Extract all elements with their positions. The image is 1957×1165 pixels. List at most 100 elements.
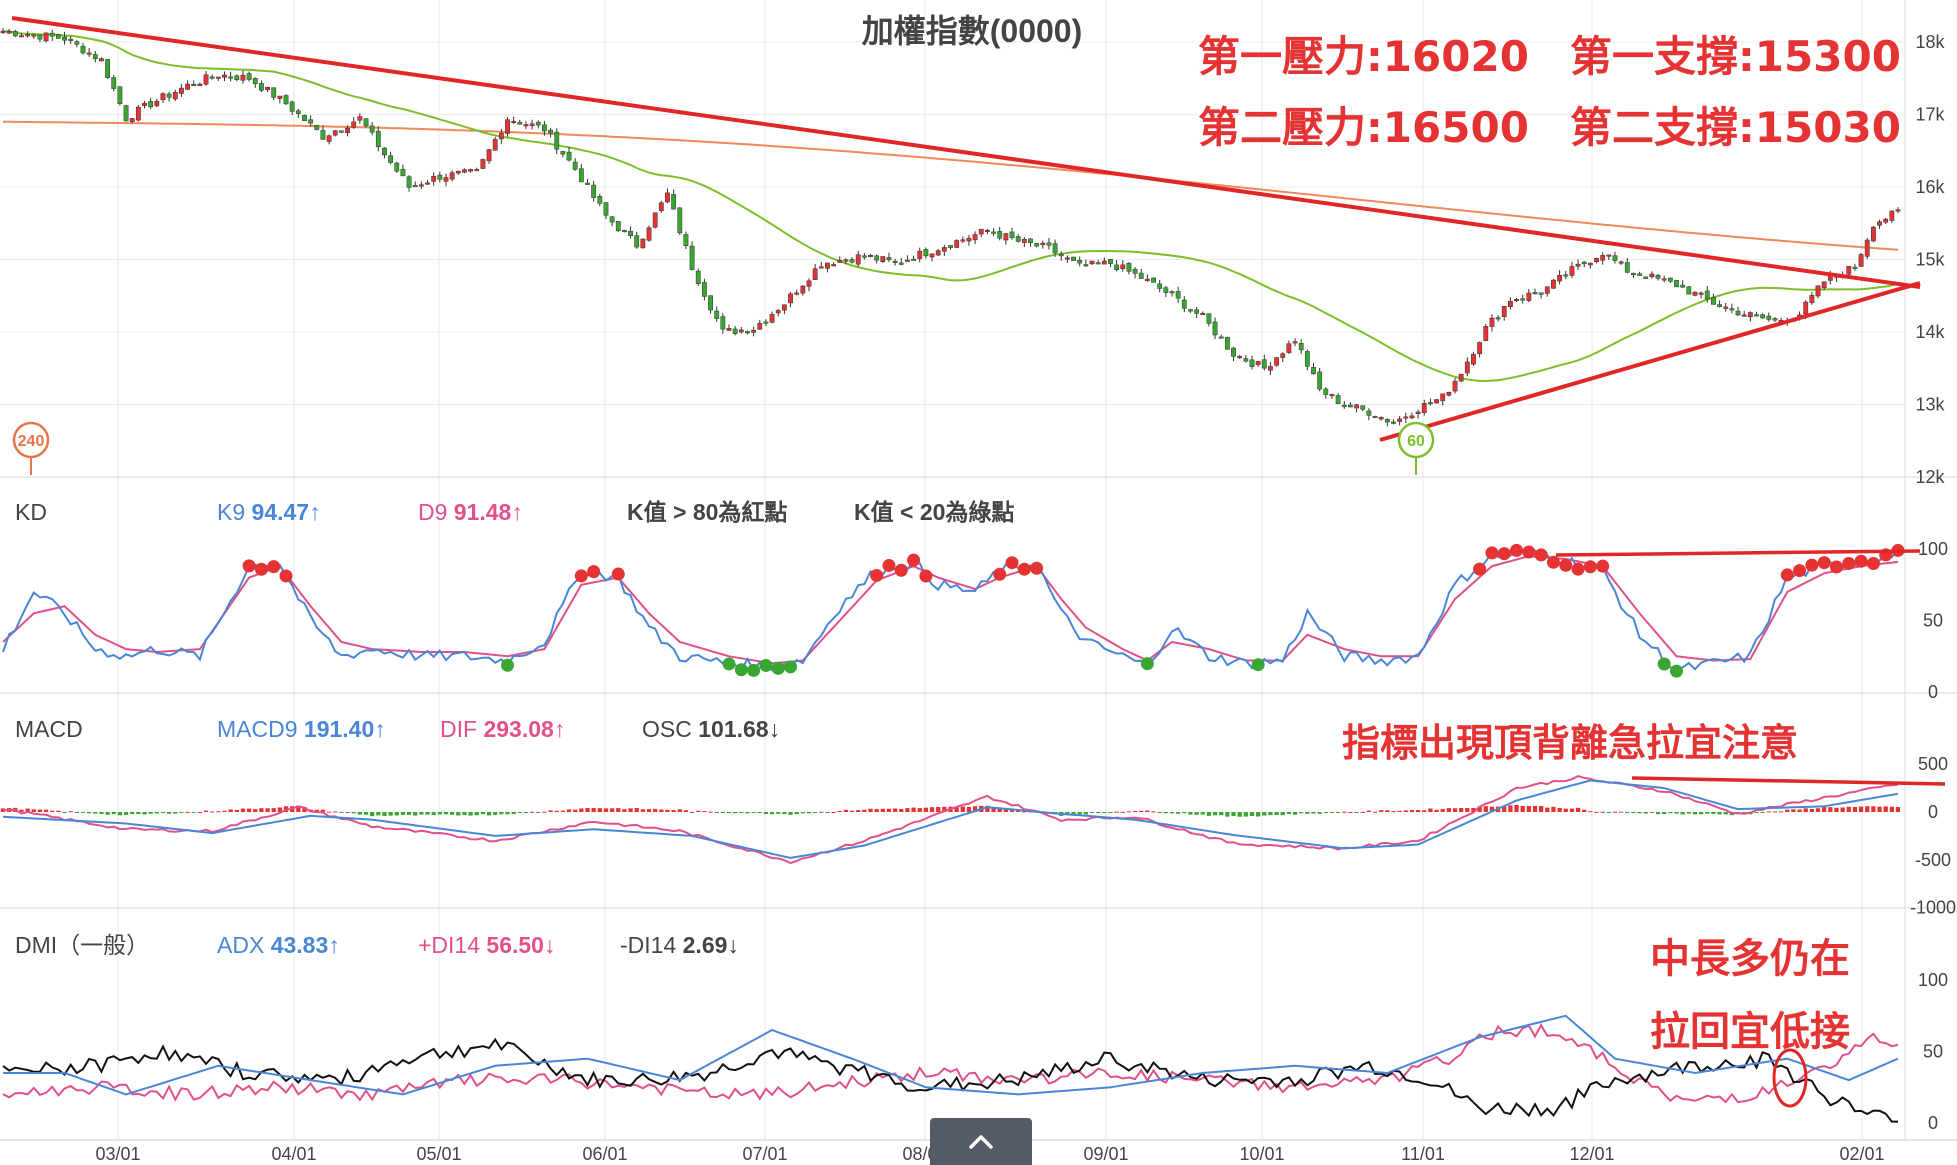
candle-body <box>99 58 104 62</box>
candle-body <box>1434 399 1439 404</box>
osc-bar <box>357 812 363 815</box>
osc-bar <box>1342 811 1347 813</box>
candle-body <box>775 310 781 314</box>
osc-bar <box>1828 807 1833 812</box>
osc-bar <box>1397 810 1402 812</box>
candle-body <box>997 231 1003 239</box>
osc-bar <box>776 812 781 814</box>
osc-bar <box>1563 808 1568 812</box>
candle-body <box>1415 411 1421 415</box>
candle-body <box>1286 343 1292 353</box>
osc-bar <box>1655 812 1661 815</box>
osc-bar <box>1292 812 1298 815</box>
candle-body <box>972 234 978 241</box>
kd-tick-label: 50 <box>1923 611 1943 631</box>
osc-bar <box>886 808 892 812</box>
kd-green-dot <box>784 660 798 674</box>
plus-di-line <box>2 1023 1899 1104</box>
kd-green-dot <box>1670 664 1684 678</box>
kd-red-dot <box>1559 558 1573 572</box>
candle-body <box>326 135 332 142</box>
kd-red-dot <box>1497 547 1511 561</box>
candle-body <box>1231 347 1236 357</box>
candle-body <box>1704 290 1710 300</box>
candle-body <box>1255 361 1261 365</box>
osc-bar <box>302 806 307 812</box>
osc-bar <box>936 806 941 812</box>
osc-bar <box>880 808 885 812</box>
osc-bar <box>1268 812 1273 816</box>
osc-bar <box>123 812 129 815</box>
candle-body <box>603 202 609 216</box>
osc-bar <box>646 809 652 812</box>
osc-bar <box>1120 811 1125 813</box>
candle-body <box>1064 257 1070 260</box>
candle-body <box>394 162 400 172</box>
candle-body <box>498 132 504 140</box>
candle-body <box>1563 274 1569 277</box>
grid-lines <box>0 0 1957 1141</box>
candle-body <box>19 35 24 38</box>
candle-body <box>1489 317 1495 327</box>
candle-body <box>271 87 277 98</box>
osc-bar <box>1440 809 1445 812</box>
kd-green-dot <box>1140 657 1154 671</box>
candle-body <box>935 250 941 256</box>
candle-body <box>720 316 726 330</box>
candle-body <box>548 129 553 134</box>
candle-body <box>289 101 295 112</box>
scroll-up-button[interactable] <box>930 1118 1032 1165</box>
osc-bar <box>653 808 658 812</box>
kd-green-dot <box>759 658 773 672</box>
osc-bar <box>1422 810 1427 812</box>
candle-body <box>1329 394 1335 397</box>
osc-bar <box>1415 810 1421 812</box>
osc-bar <box>542 811 547 813</box>
candle-body <box>671 194 677 210</box>
candle-body <box>1268 366 1273 371</box>
osc-bar <box>166 812 172 814</box>
candle-body <box>566 151 572 161</box>
candle-body <box>1323 388 1329 395</box>
osc-bar <box>431 812 436 815</box>
candle-body <box>345 127 350 134</box>
osc-bar <box>1631 812 1636 813</box>
candle-body <box>843 259 849 262</box>
kd-red-dot <box>279 569 293 583</box>
candle-body <box>665 192 670 203</box>
osc-bar <box>1778 811 1784 813</box>
candle-body <box>781 304 787 311</box>
kd-red-dot <box>1829 560 1843 574</box>
candle-body <box>714 310 720 319</box>
dif-arrow: ↑ <box>554 716 566 742</box>
osc-bar <box>1852 806 1858 812</box>
candle-body <box>1600 255 1606 261</box>
candle-body <box>234 75 240 81</box>
osc-bar <box>1871 806 1876 812</box>
d9-line <box>2 555 1899 665</box>
osc-bar <box>1551 806 1556 812</box>
candle-body <box>948 245 953 248</box>
kd-red-dot <box>1854 554 1868 568</box>
candle-body <box>1723 306 1729 309</box>
candle-body <box>400 169 406 177</box>
kd-red-dot <box>1780 568 1794 582</box>
candle-body <box>1514 299 1519 302</box>
candle-body <box>486 149 492 162</box>
candle-body <box>640 238 646 249</box>
osc-bar <box>419 812 424 815</box>
osc-bar <box>363 812 369 815</box>
osc-bar <box>1502 806 1507 812</box>
candle-body <box>117 86 123 104</box>
candle-body <box>1520 298 1526 301</box>
osc-bar <box>1723 812 1728 815</box>
osc-bar <box>1139 810 1144 812</box>
osc-bar <box>222 810 227 812</box>
candle-body <box>1120 264 1126 270</box>
osc-bar <box>849 810 855 812</box>
osc-bar <box>1379 810 1384 812</box>
kd-green-dot <box>501 658 515 672</box>
osc-bar <box>1538 805 1544 812</box>
candle-body <box>222 74 227 78</box>
candle-body <box>1372 416 1378 419</box>
